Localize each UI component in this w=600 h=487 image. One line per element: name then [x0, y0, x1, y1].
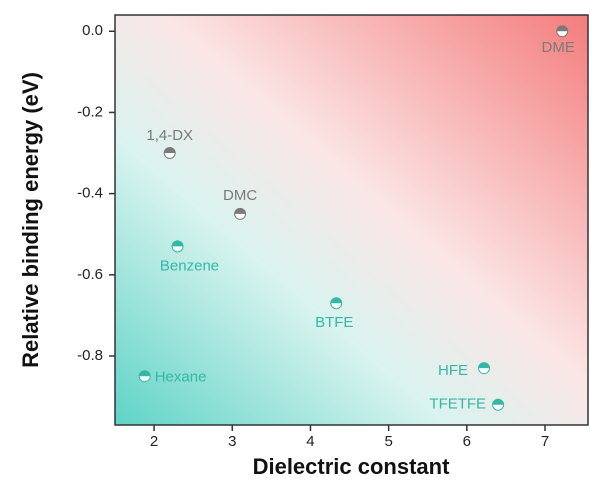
- point-group: [138, 370, 151, 383]
- point-group: [492, 398, 505, 411]
- point-label: HFE: [438, 362, 468, 379]
- point-label: DMC: [223, 187, 257, 204]
- x-tick-label: 5: [384, 433, 392, 450]
- x-tick-label: 2: [150, 433, 158, 450]
- x-axis-title: Dielectric constant: [253, 454, 451, 479]
- point-half: [234, 208, 246, 214]
- y-axis-title: Relative binding energy (eV): [18, 72, 43, 368]
- y-tick-label: -0.4: [77, 185, 103, 202]
- point-half: [139, 370, 151, 377]
- x-tick-label: 3: [228, 433, 236, 450]
- plot-area: [114, 14, 589, 426]
- point-half: [330, 297, 342, 304]
- point-half: [172, 240, 184, 247]
- point-group: [171, 240, 184, 253]
- x-tick-label: 7: [541, 433, 549, 450]
- point-label: DME: [542, 39, 575, 56]
- point-label: TFETFE: [429, 396, 486, 413]
- y-tick-label: -0.2: [77, 103, 103, 120]
- x-tick-label: 6: [463, 433, 471, 450]
- point-group: [330, 297, 343, 310]
- point-label: Hexane: [155, 368, 207, 385]
- point-group: [478, 362, 491, 375]
- y-tick-label: 0.0: [82, 22, 103, 39]
- point-label: BTFE: [315, 314, 353, 331]
- point-half: [556, 25, 568, 32]
- point-group: [234, 207, 247, 220]
- point-half: [492, 399, 504, 405]
- point-half: [164, 147, 176, 154]
- point-half: [478, 362, 490, 369]
- point-label: Benzene: [160, 257, 219, 274]
- point-group: [163, 147, 176, 160]
- y-tick-label: -0.6: [77, 266, 103, 283]
- y-tick-label: -0.8: [77, 347, 103, 364]
- point-label: 1,4-DX: [146, 127, 193, 144]
- point-group: [556, 25, 569, 38]
- x-tick-label: 4: [306, 433, 314, 450]
